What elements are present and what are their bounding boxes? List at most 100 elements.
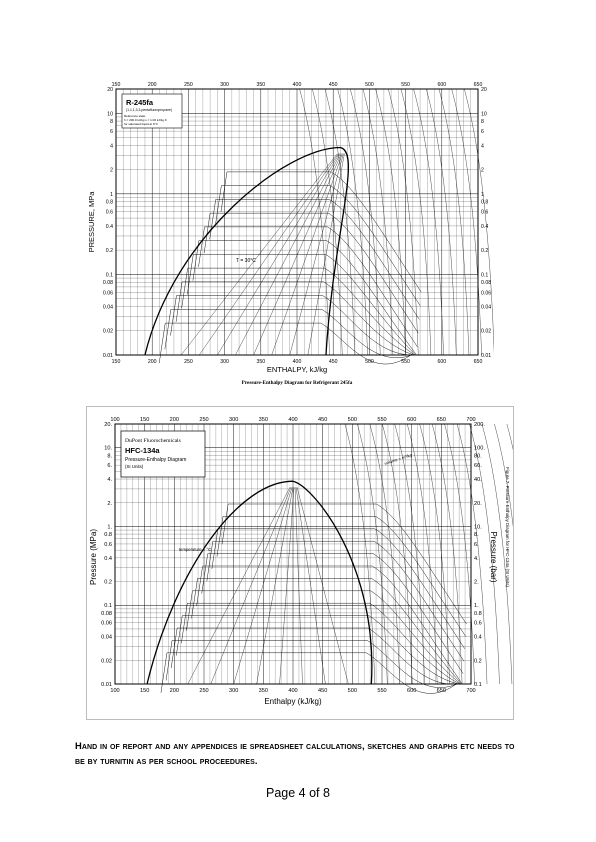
r245fa-isentrope xyxy=(362,88,394,356)
hfc134a-chart: 100 100 150 150 200 200 250 250 300 300 350 350 400 4… xyxy=(89,417,513,706)
hfc134a-x-tick: 400 xyxy=(288,688,297,694)
r245fa-isentrope xyxy=(350,88,381,356)
hfc134a-isentrope xyxy=(357,423,388,685)
r245fa-isentrope xyxy=(464,88,494,353)
hfc134a-y-tick-right: 100. xyxy=(474,446,485,452)
hfc134a-quality-line xyxy=(295,487,326,685)
r245fa-chart: 150 150 200 200 250 250 300 300 350 350 400 400 450 4… xyxy=(87,82,494,386)
hfc134a-isentrope xyxy=(394,423,425,685)
hfc134a-y-tick: 6. xyxy=(107,463,112,469)
r245fa-y-tick: 0.4 xyxy=(106,224,113,230)
hfc134a-quality-line xyxy=(210,487,292,685)
page-number: Page 4 of 8 xyxy=(266,786,330,800)
r245fa-x-tick: 550 xyxy=(401,359,410,365)
r245fa-x-tick-top: 400 xyxy=(293,82,302,88)
r245fa-y-tick: 20 xyxy=(107,87,113,93)
hfc134a-x-tick: 450 xyxy=(318,688,327,694)
hfc134a-y-tick-right: 6. xyxy=(474,542,479,548)
hfc134a-isentrope xyxy=(494,423,513,527)
hfc134a-isotherm xyxy=(221,503,467,625)
hfc134a-x-tick: 600 xyxy=(407,688,416,694)
r245fa-y-tick: 1 xyxy=(110,192,113,198)
hfc134a-y-tick-right: 0.6 xyxy=(474,621,482,627)
r245fa-x-tick-top: 450 xyxy=(329,82,338,88)
hfc134a-y-tick: 0.06 xyxy=(101,621,112,627)
hfc134a-side-caption: Figure 7. Pressure-Enthalpy Diagram for … xyxy=(505,467,510,587)
hfc134a-y-tick: 4. xyxy=(107,477,112,483)
hfc134a-x-tick: 150 xyxy=(140,688,149,694)
hfc134a-ylabel-right: Pressure (bar) xyxy=(489,531,498,582)
hfc134a-quality-line xyxy=(294,487,303,685)
hfc134a-y-tick: 8. xyxy=(107,453,112,459)
hfc134a-subtitle: Pressure-Enthalpy Diagram xyxy=(125,457,186,463)
r245fa-isentrope xyxy=(375,88,406,356)
r245fa-y-tick-right: 0.04 xyxy=(481,304,491,310)
r245fa-y-tick: 2 xyxy=(110,168,113,174)
r245fa-ref-line-2: h = 200.0 kJ/kg s = 1.00 kJ/kg·K xyxy=(124,118,167,122)
r245fa-y-tick-right: 0.6 xyxy=(481,210,488,216)
hfc134a-isentrope xyxy=(407,423,438,685)
r245fa-y-tick-right: 0.2 xyxy=(481,248,488,254)
hfc134a-y-tick: 1. xyxy=(107,524,112,530)
r245fa-isentrope xyxy=(312,88,343,356)
hfc134a-y-tick: 0.8 xyxy=(104,532,112,538)
hfc134a-x-tick-top: 650 xyxy=(437,417,446,423)
r245fa-quality-line xyxy=(217,153,340,356)
hfc134a-y-tick-right: 10. xyxy=(474,524,482,530)
hfc134a-y-tick: 0.08 xyxy=(101,611,112,617)
hfc134a-legend-box xyxy=(120,430,206,478)
r245fa-y-tick-right: 0.8 xyxy=(481,200,488,206)
r245fa-y-tick: 0.08 xyxy=(103,280,113,286)
hfc134a-x-tick: 500 xyxy=(348,688,357,694)
r245fa-x-tick: 400 xyxy=(293,359,302,365)
r245fa-y-tick-right: 4 xyxy=(481,143,484,149)
r245fa-x-tick: 650 xyxy=(474,359,483,365)
hfc134a-isentrope xyxy=(419,423,450,685)
hfc134a-y-tick-right: 40. xyxy=(474,477,482,483)
hfc134a-isotherm xyxy=(160,652,457,694)
r245fa-isentrope xyxy=(426,88,457,356)
hfc134a-isentrope xyxy=(344,423,376,685)
hfc134a-y-tick-right: 0.1 xyxy=(474,682,482,688)
r245fa-y-tick-right: 8 xyxy=(481,119,484,125)
r245fa-x-tick-top: 350 xyxy=(256,82,265,88)
hfc134a-isentrope xyxy=(382,423,413,685)
r245fa-y-tick-right: 0.08 xyxy=(481,280,491,286)
hfc134a-x-tick-top: 300 xyxy=(229,417,238,423)
r245fa-ref-line-3: for saturated liquid at 0°C xyxy=(124,122,159,126)
r245fa-y-tick: 4 xyxy=(110,143,113,149)
submission-note: Hand in of report and any appendices ie … xyxy=(75,740,515,766)
hfc134a-y-tick-right: 200. xyxy=(474,422,485,428)
r245fa-y-tick-right: 0.06 xyxy=(481,290,491,296)
hfc134a-y-tick: 0.1 xyxy=(104,603,112,609)
r245fa-x-tick-top: 250 xyxy=(184,82,193,88)
r245fa-y-tick: 10 xyxy=(107,111,113,117)
hfc134a-x-tick: 700 xyxy=(466,688,475,694)
hfc134a-y-tick-right: 60. xyxy=(474,463,482,469)
hfc134a-isotherm xyxy=(186,590,461,685)
r245fa-isotherm xyxy=(192,240,417,356)
hfc134a-x-tick-top: 500 xyxy=(348,417,357,423)
hfc134a-y-tick-right: 4. xyxy=(474,556,479,562)
hfc134a-x-tick: 300 xyxy=(229,688,238,694)
r245fa-isentrope xyxy=(324,88,356,356)
hfc134a-y-tick: 0.6 xyxy=(104,542,112,548)
hfc134a-y-tick-right: 0.2 xyxy=(474,658,482,664)
r245fa-y-tick: 8 xyxy=(110,119,113,125)
r245fa-x-tick: 600 xyxy=(437,359,446,365)
r245fa-x-tick-top: 650 xyxy=(474,82,483,88)
r245fa-quality-line xyxy=(235,153,341,356)
hfc134a-pressure-enthalpy-diagram: 100 100 150 150 200 200 250 250 300 300 350 350 400 4… xyxy=(86,406,514,720)
r245fa-quality-line xyxy=(307,153,345,356)
r245fa-y-tick: 0.01 xyxy=(103,353,113,359)
r245fa-quality-line xyxy=(271,153,343,356)
hfc134a-x-tick-top: 400 xyxy=(288,417,297,423)
r245fa-isotherm xyxy=(198,226,418,348)
r245fa-isentrope xyxy=(413,88,444,356)
r245fa-temp-label: T = 30°C xyxy=(236,258,256,264)
hfc134a-y-tick: 20. xyxy=(104,422,112,428)
hfc134a-y-tick: 0.4 xyxy=(104,556,112,562)
r245fa-name: R-245fa xyxy=(126,98,154,107)
hfc134a-x-tick: 250 xyxy=(199,688,208,694)
r245fa-y-tick: 0.06 xyxy=(103,290,113,296)
